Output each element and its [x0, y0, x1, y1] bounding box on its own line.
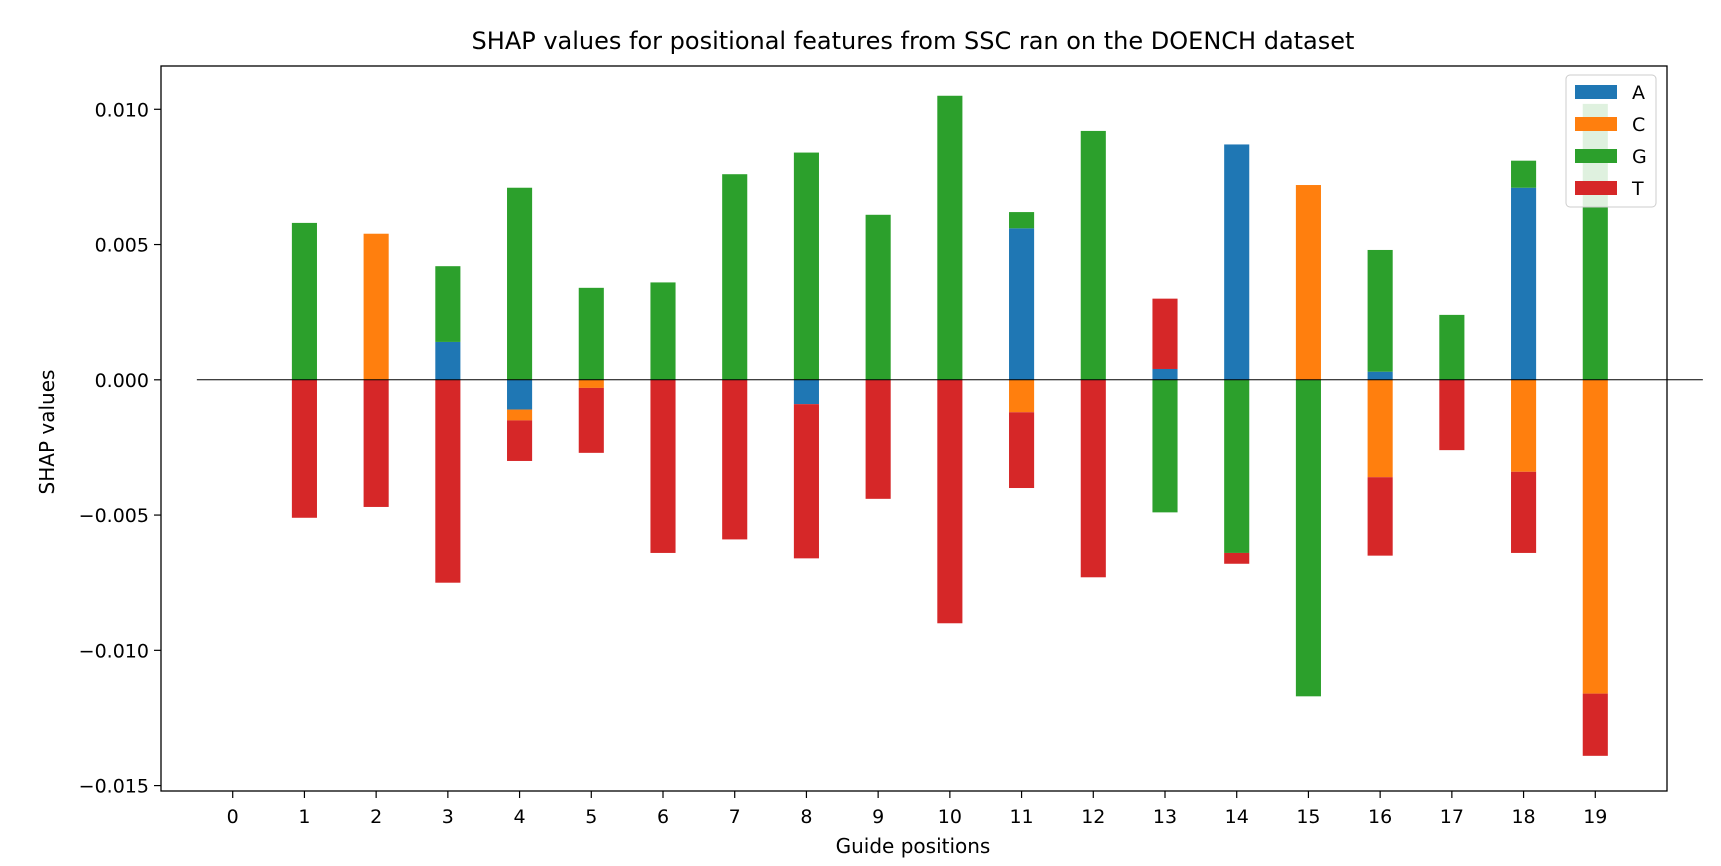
bar-g-6 — [650, 282, 676, 380]
y-axis-label: SHAP values — [35, 370, 59, 495]
legend-swatch-a — [1575, 85, 1617, 99]
bar-t-7 — [722, 379, 748, 540]
x-tick-label: 9 — [872, 806, 884, 828]
legend-label-g: G — [1632, 146, 1647, 168]
bar-g-13 — [1152, 379, 1178, 513]
bar-t-17 — [1439, 379, 1465, 451]
bar-c-18 — [1511, 379, 1537, 472]
legend-swatch-g — [1575, 149, 1617, 163]
bar-g-16 — [1367, 249, 1393, 372]
bar-t-9 — [865, 379, 891, 499]
bar-g-17 — [1439, 314, 1465, 380]
y-axis: 0.010 0.005 0.000 −0.005 −0.010 −0.015 — [79, 99, 161, 798]
x-tick-label: 14 — [1225, 806, 1249, 828]
bar-t-10 — [937, 379, 963, 624]
x-tick-label: 17 — [1440, 806, 1464, 828]
legend-box — [1565, 74, 1657, 208]
bar-c-16 — [1367, 379, 1393, 478]
x-tick-label: 3 — [442, 806, 454, 828]
bar-g-11 — [1009, 212, 1035, 229]
x-tick-label: 13 — [1153, 806, 1177, 828]
bar-t-3 — [435, 379, 461, 583]
bar-g-5 — [578, 287, 604, 380]
bar-a-4 — [507, 379, 533, 410]
x-tick-label: 15 — [1296, 806, 1320, 828]
bar-c-15 — [1295, 185, 1321, 380]
bars-layer — [291, 95, 1608, 756]
legend-swatch-c — [1575, 117, 1617, 131]
y-tick-label: 0.000 — [95, 370, 149, 392]
chart-title: SHAP values for positional features from… — [472, 27, 1355, 55]
y-tick-label: −0.005 — [79, 505, 149, 527]
y-tick-label: 0.005 — [95, 235, 149, 257]
bar-t-5 — [578, 387, 604, 453]
bar-t-13 — [1152, 298, 1178, 369]
bar-a-14 — [1224, 144, 1250, 380]
bar-t-6 — [650, 379, 676, 553]
bar-a-16 — [1367, 371, 1393, 380]
bar-a-3 — [435, 341, 461, 380]
bar-g-12 — [1080, 130, 1106, 380]
bar-g-9 — [865, 214, 891, 380]
x-tick-label: 2 — [370, 806, 382, 828]
x-axis: 0 1 2 3 4 5 6 7 8 9 10 11 12 13 14 15 16 17 18 19 — [227, 791, 1607, 828]
x-tick-label: 1 — [298, 806, 310, 828]
bar-t-16 — [1367, 477, 1393, 556]
bar-a-18 — [1511, 187, 1537, 380]
bar-g-8 — [793, 152, 819, 380]
x-axis-label: Guide positions — [836, 834, 991, 858]
x-tick-label: 12 — [1081, 806, 1105, 828]
x-tick-label: 18 — [1511, 806, 1535, 828]
legend-swatch-t — [1575, 181, 1617, 195]
y-tick-label: 0.010 — [95, 99, 149, 121]
bar-g-7 — [722, 174, 748, 380]
y-tick-label: −0.010 — [79, 640, 149, 662]
bar-t-4 — [507, 420, 533, 461]
bar-t-2 — [363, 379, 389, 507]
bar-c-5 — [578, 379, 604, 388]
bar-c-2 — [363, 233, 389, 380]
x-tick-label: 11 — [1009, 806, 1033, 828]
bar-t-11 — [1009, 412, 1035, 489]
bar-t-19 — [1582, 693, 1608, 756]
bar-t-18 — [1511, 471, 1537, 553]
bar-g-14 — [1224, 379, 1250, 553]
bar-g-3 — [435, 266, 461, 342]
x-tick-label: 10 — [938, 806, 962, 828]
y-tick-label: −0.015 — [79, 776, 149, 798]
legend-label-t: T — [1631, 178, 1644, 200]
bar-c-4 — [507, 409, 533, 421]
x-tick-label: 19 — [1583, 806, 1607, 828]
x-tick-label: 6 — [657, 806, 669, 828]
bar-t-1 — [291, 379, 317, 518]
legend-label-c: C — [1632, 114, 1645, 136]
plot-area-frame — [160, 65, 1668, 792]
bar-c-11 — [1009, 379, 1035, 413]
bar-a-11 — [1009, 228, 1035, 380]
bar-g-10 — [937, 95, 963, 380]
x-tick-label: 4 — [514, 806, 526, 828]
x-tick-label: 8 — [800, 806, 812, 828]
bar-g-15 — [1295, 379, 1321, 697]
bar-t-14 — [1224, 552, 1250, 564]
bar-a-8 — [793, 379, 819, 405]
bar-a-13 — [1152, 368, 1178, 380]
x-tick-label: 5 — [585, 806, 597, 828]
x-tick-label: 0 — [227, 806, 239, 828]
bar-t-12 — [1080, 379, 1106, 578]
x-tick-label: 16 — [1368, 806, 1392, 828]
bar-g-1 — [291, 222, 317, 380]
x-tick-label: 7 — [729, 806, 741, 828]
bar-g-18 — [1511, 160, 1537, 188]
bar-g-4 — [507, 187, 533, 380]
bar-t-8 — [793, 404, 819, 559]
bar-c-19 — [1582, 379, 1608, 694]
legend-label-a: A — [1632, 82, 1645, 104]
